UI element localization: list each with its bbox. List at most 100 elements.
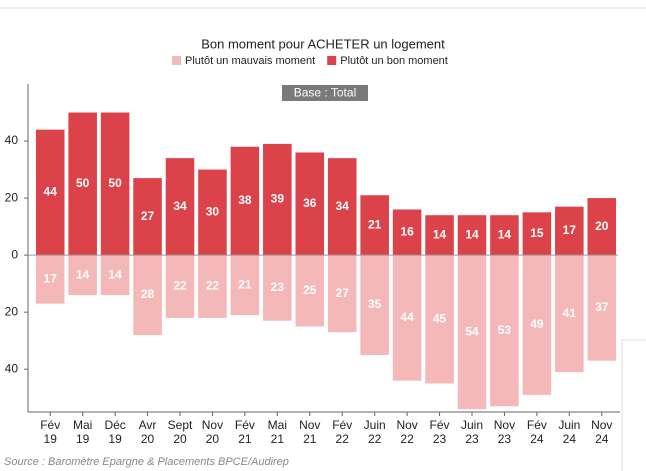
bar xyxy=(198,169,227,256)
bar xyxy=(360,255,389,355)
bar xyxy=(327,255,357,333)
data-label: 28 xyxy=(141,287,155,301)
data-label: 50 xyxy=(108,176,122,190)
x-tick-label: Nov 21 xyxy=(299,418,321,446)
data-label: 50 xyxy=(76,176,90,190)
chart-title: Bon moment pour ACHETER un logement xyxy=(201,36,445,51)
data-label: 17 xyxy=(44,272,58,286)
x-tick-label: Juin 23 xyxy=(460,418,483,446)
y-tick-label: 40 xyxy=(5,133,19,147)
annotation: Base : Total xyxy=(294,86,356,100)
bar xyxy=(263,255,292,321)
bar xyxy=(522,212,552,256)
x-tick-label: Mai 21 xyxy=(267,418,287,446)
x-tick-label: Déc 19 xyxy=(104,418,126,446)
data-label: 14 xyxy=(498,227,512,241)
legend-swatch xyxy=(172,56,181,65)
x-tick-label: Fév 19 xyxy=(40,418,61,446)
data-label: 39 xyxy=(271,192,285,206)
data-label: 23 xyxy=(271,280,285,294)
bar xyxy=(425,255,454,384)
data-label: 14 xyxy=(433,227,447,241)
x-tick-label: Juin 22 xyxy=(363,418,386,446)
data-label: 25 xyxy=(303,283,317,297)
bar xyxy=(360,195,389,256)
data-label: 53 xyxy=(498,323,512,337)
data-label: 45 xyxy=(433,311,447,325)
y-tick-label: 20 xyxy=(5,304,19,318)
data-label: 27 xyxy=(141,209,155,223)
legend-label: Plutôt un bon moment xyxy=(340,55,448,67)
bar xyxy=(587,255,617,361)
bar xyxy=(327,158,357,256)
bar xyxy=(425,215,454,256)
bar xyxy=(230,146,260,256)
data-label: 38 xyxy=(238,193,252,207)
data-label: 22 xyxy=(173,279,187,293)
x-tick-label: Nov 22 xyxy=(396,418,418,446)
data-label: 20 xyxy=(595,219,609,233)
data-label: 35 xyxy=(368,297,382,311)
x-tick-label: Mai 19 xyxy=(72,418,93,446)
bar xyxy=(165,158,195,256)
y-tick-label: 40 xyxy=(5,361,19,375)
bar xyxy=(587,198,617,256)
legend-swatch xyxy=(327,56,337,65)
x-tick-label: Juin 24 xyxy=(558,418,581,446)
legend-label: Plutôt un mauvais moment xyxy=(185,55,315,67)
x-tick-label: Nov 24 xyxy=(591,418,613,446)
bar xyxy=(68,112,97,256)
bar xyxy=(198,255,227,318)
data-label: 22 xyxy=(206,279,220,293)
y-tick-label: 0 xyxy=(11,247,18,261)
source: Source : Baromètre Epargne & Placements … xyxy=(4,456,289,468)
data-label: 27 xyxy=(336,286,350,300)
data-label: 14 xyxy=(108,267,122,281)
data-label: 49 xyxy=(530,317,544,331)
bar xyxy=(457,215,487,256)
bar xyxy=(555,255,584,373)
data-label: 21 xyxy=(238,277,252,291)
data-label: 54 xyxy=(465,324,479,338)
bar xyxy=(230,255,260,316)
bar xyxy=(295,152,325,256)
side-panel xyxy=(621,339,646,471)
x-tick-label: Nov 20 xyxy=(201,418,224,446)
x-tick-label: Nov 23 xyxy=(493,418,516,446)
x-tick-label: Fév 24 xyxy=(526,418,547,446)
x-tick-label: Sept 20 xyxy=(167,418,193,446)
bar xyxy=(522,255,552,395)
x-tick-label: Fév 22 xyxy=(332,418,353,446)
bar xyxy=(35,255,65,304)
data-label: 34 xyxy=(336,199,350,213)
bar xyxy=(263,143,292,256)
y-tick-label: 20 xyxy=(5,190,19,204)
bar xyxy=(133,255,162,335)
data-label: 17 xyxy=(563,223,577,237)
data-label: 34 xyxy=(173,199,187,213)
annotation-box xyxy=(282,85,368,101)
bar xyxy=(100,255,130,296)
data-label: 15 xyxy=(530,226,544,240)
x-tick-label: Fév 23 xyxy=(429,418,450,446)
data-label: 41 xyxy=(563,306,577,320)
bar xyxy=(490,255,519,407)
bar xyxy=(295,255,325,327)
data-label: 30 xyxy=(206,205,220,219)
data-label: 36 xyxy=(303,196,317,210)
bar xyxy=(392,209,422,256)
bar xyxy=(555,206,584,256)
bar xyxy=(392,255,422,381)
data-label: 37 xyxy=(595,300,609,314)
bar xyxy=(457,255,487,410)
bar xyxy=(133,178,162,256)
bar xyxy=(68,255,97,296)
data-label: 14 xyxy=(465,227,479,241)
x-tick-label: Fév 21 xyxy=(234,418,255,446)
bar xyxy=(490,215,519,256)
data-label: 44 xyxy=(44,185,58,199)
bar xyxy=(35,129,65,256)
data-label: 21 xyxy=(368,217,382,231)
